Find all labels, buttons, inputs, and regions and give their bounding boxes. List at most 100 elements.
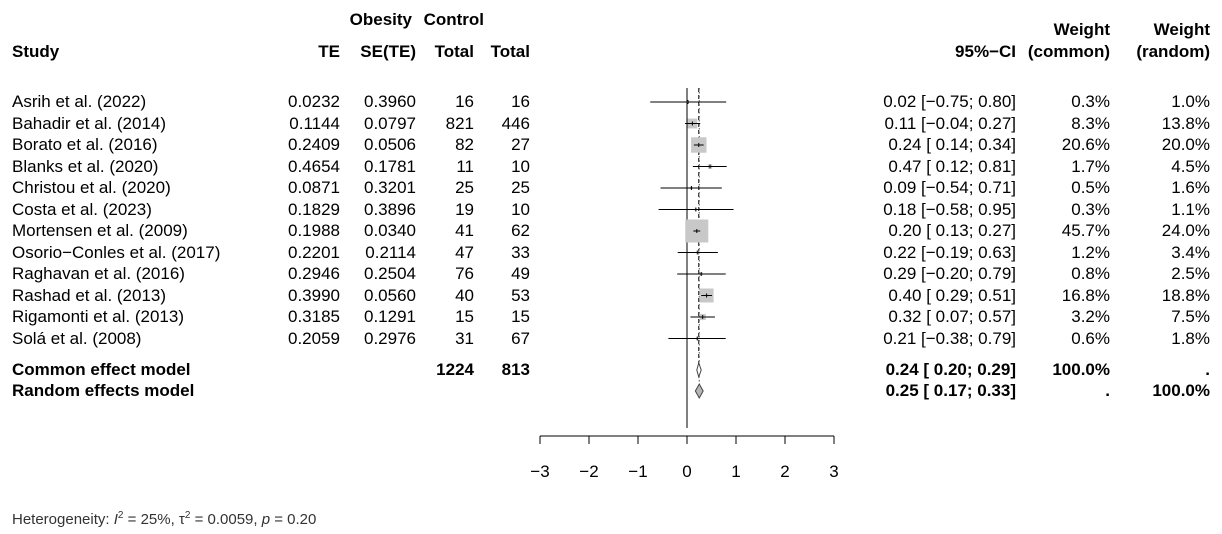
total-control: 62 — [511, 221, 530, 240]
total-obesity: 16 — [455, 92, 474, 111]
te-value: 0.3185 — [288, 307, 340, 326]
weight-random: 2.5% — [1171, 264, 1210, 283]
total-control: 10 — [511, 199, 530, 219]
weight-common: 0.3% — [1071, 199, 1110, 219]
tau-symbol: τ — [178, 511, 185, 528]
total-control: 15 — [511, 307, 530, 326]
weight-random-header-top: Weight — [1153, 20, 1210, 39]
weight-common: 0.5% — [1071, 178, 1110, 197]
x-tick-label: 2 — [780, 462, 790, 481]
weight-common: 1.2% — [1071, 242, 1110, 262]
sete-value: 0.2114 — [365, 242, 416, 262]
weight-random: 13.8% — [1161, 113, 1210, 133]
total-obesity: 41 — [455, 221, 474, 240]
weight-random: 7.5% — [1171, 307, 1210, 326]
ci-text: 0.20 [ 0.13; 0.27] — [888, 221, 1016, 240]
group2-header: Control — [423, 10, 484, 29]
total-obesity: 31 — [455, 328, 474, 348]
x-tick-label: 0 — [682, 462, 692, 481]
te-value: 0.2201 — [288, 242, 340, 262]
summary-diamond — [696, 361, 702, 379]
summary-total-obesity: 1224 — [436, 360, 474, 379]
study-name: Christou et al. (2020) — [12, 178, 171, 197]
total2-header: Total — [490, 42, 530, 61]
weight-random: 20.0% — [1161, 135, 1210, 154]
study-name: Mortensen et al. (2009) — [12, 221, 188, 240]
weight-random: 1.6% — [1171, 178, 1210, 197]
total-obesity: 11 — [456, 156, 474, 176]
total-obesity: 76 — [455, 264, 474, 283]
ci-header: 95%−CI — [955, 42, 1016, 61]
sete-value: 0.3201 — [364, 178, 416, 197]
summary-weight-random: . — [1205, 360, 1210, 379]
sete-value: 0.1291 — [364, 307, 416, 326]
sete-header: SE(TE) — [360, 42, 416, 61]
weight-common: 20.6% — [1061, 135, 1110, 154]
study-header: Study — [12, 42, 60, 61]
te-value: 0.0232 — [288, 92, 340, 111]
te-value: 0.2946 — [288, 264, 340, 283]
x-tick-label: −3 — [530, 462, 550, 481]
x-tick-label: −1 — [628, 462, 648, 481]
weight-common: 0.3% — [1071, 92, 1110, 111]
te-value: 0.1144 — [289, 113, 340, 133]
x-tick-label: −2 — [579, 462, 599, 481]
total-control: 25 — [511, 178, 530, 197]
study-name: Blanks et al. (2020) — [12, 156, 159, 176]
ci-text: 0.22 [−0.19; 0.63] — [883, 242, 1016, 262]
weight-random: 1.1% — [1171, 199, 1210, 219]
summary-ci-text: 0.24 [ 0.20; 0.29] — [885, 360, 1016, 379]
summary-weight-common: . — [1105, 381, 1110, 400]
study-name: Solá et al. (2008) — [12, 328, 142, 348]
total-control: 446 — [501, 113, 530, 133]
study-name: Rashad et al. (2013) — [12, 285, 167, 305]
weight-random: 24.0% — [1161, 221, 1210, 240]
te-value: 0.3990 — [288, 285, 340, 305]
group1-header: Obesity — [349, 10, 412, 29]
ci-text: 0.11 [−0.04; 0.27] — [884, 113, 1016, 133]
total1-header: Total — [434, 42, 474, 61]
te-value: 0.4654 — [288, 156, 340, 176]
te-value: 0.1829 — [288, 199, 340, 219]
total-control: 49 — [511, 264, 530, 283]
summary-label: Common effect model — [12, 360, 191, 379]
i2-symbol: I — [113, 511, 118, 528]
total-obesity: 19 — [455, 199, 474, 219]
summary-ci-text: 0.25 [ 0.17; 0.33] — [885, 381, 1016, 400]
sete-value: 0.3896 — [364, 199, 416, 219]
ci-text: 0.02 [−0.75; 0.80] — [883, 92, 1016, 111]
x-tick-label: 3 — [829, 462, 839, 481]
ci-text: 0.40 [ 0.29; 0.51] — [888, 285, 1016, 305]
p-symbol: p — [261, 511, 271, 528]
weight-random-header: (random) — [1136, 42, 1210, 61]
i2-value: = 25%, — [123, 511, 179, 528]
weight-random: 4.5% — [1171, 156, 1210, 176]
te-value: 0.2059 — [288, 328, 340, 348]
heterogeneity-prefix: Heterogeneity: — [12, 511, 114, 528]
te-value: 0.1988 — [288, 221, 340, 240]
sete-value: 0.0797 — [364, 113, 416, 133]
weight-random: 3.4% — [1171, 242, 1210, 262]
ci-text: 0.18 [−0.58; 0.95] — [883, 199, 1016, 219]
weight-common-header: (common) — [1027, 42, 1110, 61]
study-name: Raghavan et al. (2016) — [12, 264, 185, 283]
te-value: 0.2409 — [288, 135, 340, 154]
study-name: Borato et al. (2016) — [12, 135, 158, 154]
weight-common: 1.7% — [1071, 156, 1110, 176]
sete-value: 0.0506 — [364, 135, 416, 154]
study-name: Costa et al. (2023) — [12, 199, 152, 219]
weight-random: 18.8% — [1161, 285, 1210, 305]
total-control: 16 — [511, 92, 530, 111]
ci-text: 0.09 [−0.54; 0.71] — [883, 178, 1016, 197]
total-control: 10 — [511, 156, 530, 176]
total-obesity: 47 — [455, 242, 474, 262]
weight-random: 1.8% — [1171, 328, 1210, 348]
weight-common: 0.8% — [1071, 264, 1110, 283]
ci-text: 0.47 [ 0.12; 0.81] — [888, 156, 1016, 176]
total-control: 27 — [511, 135, 530, 154]
weight-common: 3.2% — [1071, 307, 1110, 326]
study-name: Asrih et al. (2022) — [12, 92, 147, 111]
summary-label: Random effects model — [12, 381, 195, 400]
ci-text: 0.21 [−0.38; 0.79] — [883, 328, 1016, 348]
